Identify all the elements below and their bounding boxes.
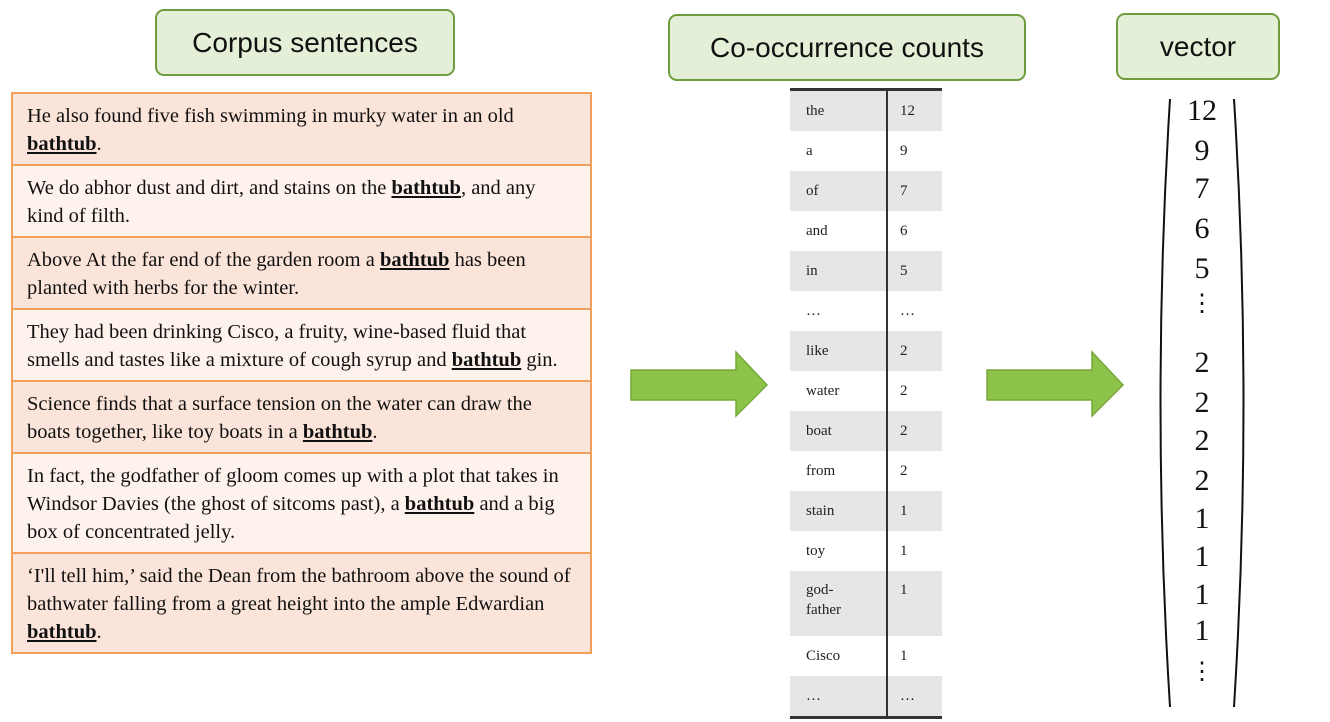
co-occurrence-counts-table: the 12 a 9 of 7 and 6 in 5…… like 2 water 2 boat 2 from 2… xyxy=(790,88,942,719)
count-value: 2 xyxy=(900,382,908,399)
corpus-sentence: Science finds that a surface tension on … xyxy=(11,382,592,454)
sentence-text: Above At the far end of the garden room … xyxy=(27,249,380,271)
vector-entry: 6 xyxy=(1194,212,1210,245)
count-row: and 6 xyxy=(790,211,942,251)
count-row: …… xyxy=(790,676,942,718)
sentence-text: . xyxy=(96,621,102,643)
right-parenthesis xyxy=(1233,98,1245,708)
sentence-text: In fact, the godfather of gloom comes up… xyxy=(27,465,559,515)
vector-entry: 12 xyxy=(1187,94,1217,127)
sentence-text: Science finds that a surface tension on … xyxy=(27,393,532,443)
count-word: in xyxy=(790,251,888,291)
vector-entry: 7 xyxy=(1194,172,1210,205)
count-vector: 12 9 7 6 5 ⋮ 2 2 2 2 1 1 1 1 ⋮ xyxy=(1150,96,1254,710)
arrow-right-icon xyxy=(986,350,1125,418)
count-row: boat 2 xyxy=(790,411,942,451)
count-value: 6 xyxy=(900,222,908,239)
count-word: boat xyxy=(790,411,888,451)
count-word: Cisco xyxy=(790,636,888,676)
sentence-text: and a big box of concentrated jelly. xyxy=(27,493,555,543)
target-word: bathtub xyxy=(391,177,461,199)
target-word: bathtub xyxy=(451,349,522,371)
vector-entry: ⋮ xyxy=(1190,291,1214,317)
count-row: …… xyxy=(790,291,942,331)
vector-entry: 1 xyxy=(1194,540,1210,573)
count-row: Cisco 1 xyxy=(790,636,942,676)
count-row: water 2 xyxy=(790,371,942,411)
count-value: 12 xyxy=(887,89,942,131)
count-word: toy xyxy=(790,531,888,571)
count-word: … xyxy=(790,291,888,331)
count-word: of xyxy=(790,171,888,211)
corpus-sentences-label: Corpus sentences xyxy=(155,9,455,76)
count-word: and xyxy=(790,211,888,251)
vector-entry: 2 xyxy=(1194,346,1210,379)
sentence-text: . xyxy=(96,133,102,155)
vector-entry: 5 xyxy=(1194,252,1210,285)
count-value: … xyxy=(887,676,942,718)
count-value: 1 xyxy=(900,542,908,559)
corpus-sentence: He also found five fish swimming in murk… xyxy=(11,94,592,166)
co-occurrence-counts-label: Co-occurrence counts xyxy=(668,14,1026,81)
count-word: stain xyxy=(790,491,888,531)
vector-entry: 1 xyxy=(1194,614,1210,647)
count-word: water xyxy=(790,371,888,411)
count-row: toy 1 xyxy=(790,531,942,571)
sentence-text: gin. xyxy=(521,349,558,371)
sentence-text: They had been drinking Cisco, a fruity, … xyxy=(27,321,527,371)
count-value: 2 xyxy=(887,411,942,451)
count-value: 1 xyxy=(887,491,942,531)
count-word: from xyxy=(790,451,888,491)
count-value: 9 xyxy=(900,142,908,159)
count-word: like xyxy=(790,331,888,371)
target-word: bathtub xyxy=(404,493,475,515)
vector-entry: 2 xyxy=(1194,386,1210,419)
count-row: like 2 xyxy=(790,331,942,371)
count-row: in 5 xyxy=(790,251,942,291)
count-row: of 7 xyxy=(790,171,942,211)
corpus-sentence-list: He also found five fish swimming in murk… xyxy=(11,92,592,654)
vector-entry: 1 xyxy=(1194,578,1210,611)
count-word: god- father xyxy=(790,571,888,636)
arrow-right-icon xyxy=(630,350,769,418)
count-row: stain 1 xyxy=(790,491,942,531)
corpus-sentence: In fact, the godfather of gloom comes up… xyxy=(11,454,592,554)
vector-entry: 2 xyxy=(1194,424,1210,457)
sentence-text: has been planted with herbs for the wint… xyxy=(27,249,526,299)
count-row: the 12 xyxy=(790,89,942,131)
count-value: 2 xyxy=(887,331,942,371)
count-value: 5 xyxy=(887,251,942,291)
vector-label: vector xyxy=(1116,13,1280,80)
target-word: bathtub xyxy=(27,621,97,643)
corpus-sentence: They had been drinking Cisco, a fruity, … xyxy=(11,310,592,382)
vector-entry: ⋮ xyxy=(1190,659,1214,685)
vector-entry: 2 xyxy=(1194,464,1210,497)
vector-entry: 9 xyxy=(1194,134,1210,167)
count-row: from 2 xyxy=(790,451,942,491)
sentence-text: . xyxy=(372,421,378,443)
count-value: 1 xyxy=(887,571,942,636)
sentence-text: , and any kind of filth. xyxy=(27,177,536,227)
sentence-text: He also found five fish swimming in murk… xyxy=(27,105,514,127)
count-row: god- father 1 xyxy=(790,571,942,636)
target-word: bathtub xyxy=(302,421,373,443)
target-word: bathtub xyxy=(27,133,97,155)
count-value: 7 xyxy=(887,171,942,211)
corpus-sentence: ‘I'll tell him,’ said the Dean from the … xyxy=(11,554,592,654)
target-word: bathtub xyxy=(379,249,450,271)
vector-entry: 1 xyxy=(1194,502,1210,535)
count-word: the xyxy=(790,89,888,131)
count-value: … xyxy=(900,302,915,319)
sentence-text: We do abhor dust and dirt, and stains on… xyxy=(27,177,392,199)
count-value: 1 xyxy=(900,647,908,664)
count-word: … xyxy=(790,676,888,718)
count-word: a xyxy=(790,131,888,171)
sentence-text: ‘I'll tell him,’ said the Dean from the … xyxy=(27,565,571,615)
count-value: 2 xyxy=(900,462,908,479)
corpus-sentence: Above At the far end of the garden room … xyxy=(11,238,592,310)
corpus-sentence: We do abhor dust and dirt, and stains on… xyxy=(11,166,592,238)
left-parenthesis xyxy=(1159,98,1171,708)
